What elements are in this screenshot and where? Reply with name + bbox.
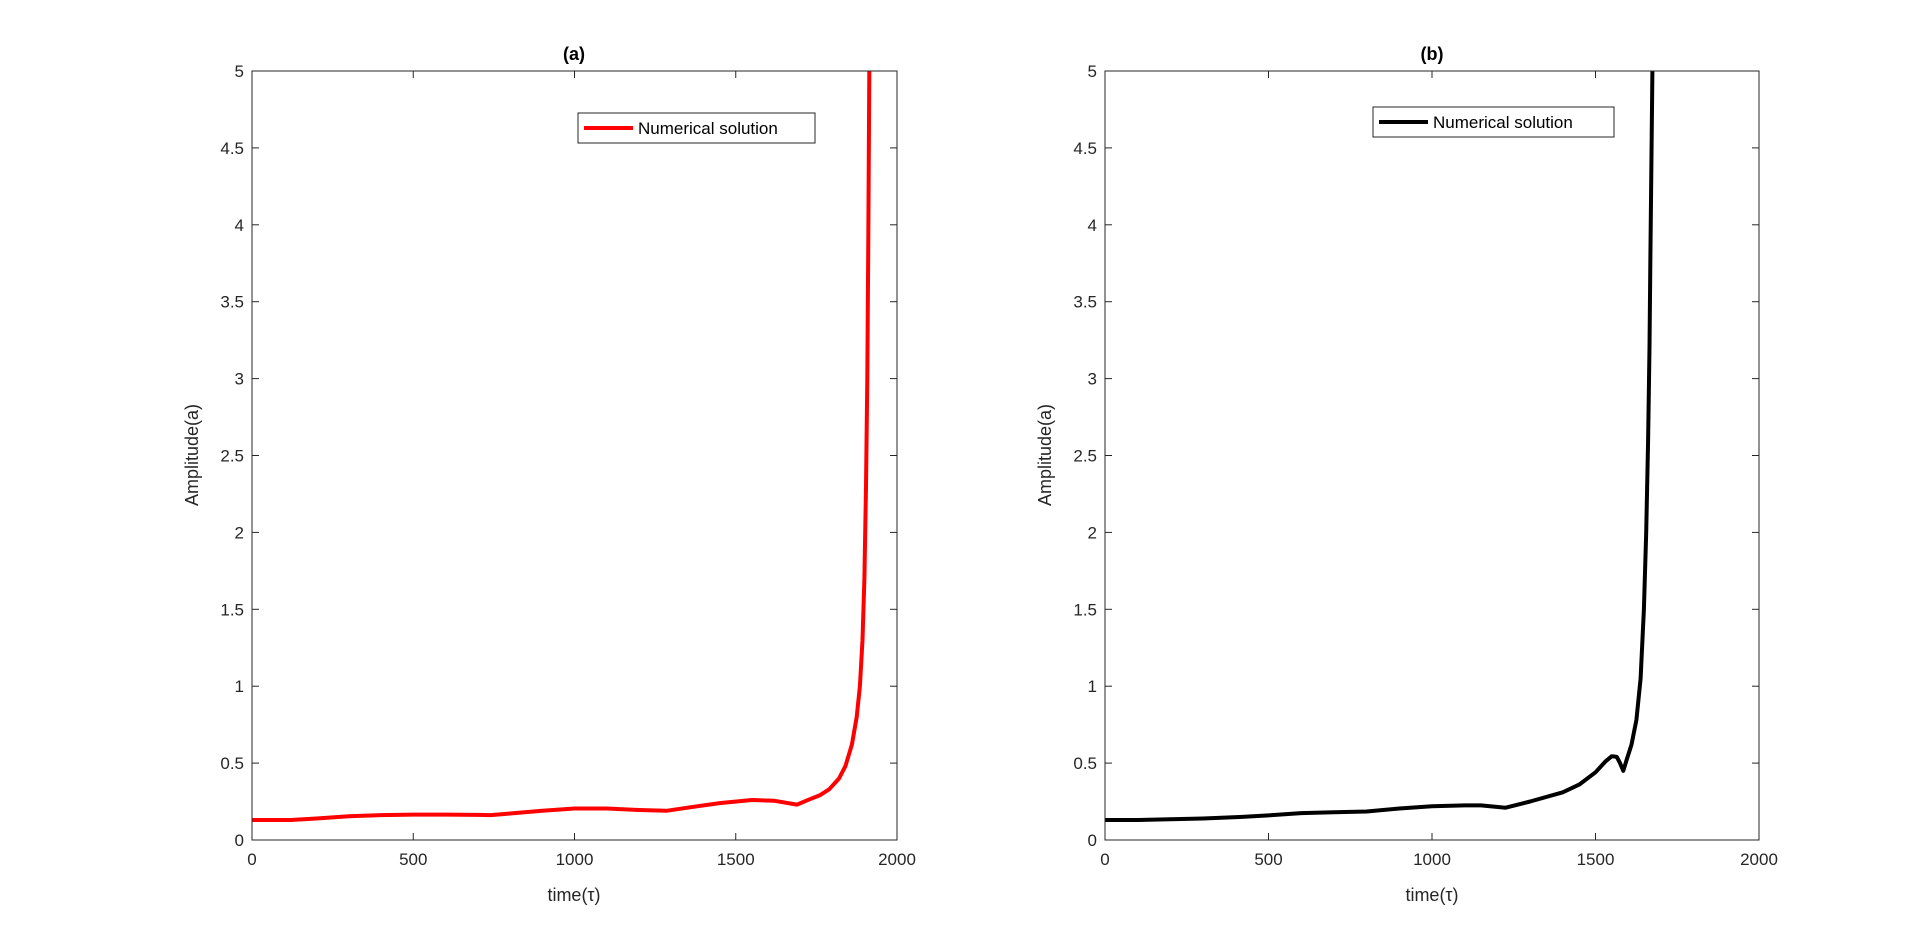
y-tick-label-a-9: 4.5 <box>220 139 244 158</box>
legend-a: Numerical solution <box>577 112 816 144</box>
plot-area-b: 0 500 1000 1500 2000 0 0.5 1 1.5 2 2.5 3 3.5 4 4.5 5 <box>1073 62 1778 869</box>
y-tick-label-b-3: 1.5 <box>1073 600 1097 619</box>
y-tick-label-b-8: 4 <box>1088 216 1097 235</box>
chart-title-a: (a) <box>563 44 585 64</box>
x-axis-label-b: time(τ) <box>1405 885 1458 905</box>
y-tick-label-b-7: 3.5 <box>1073 293 1097 312</box>
y-tick-label-a-4: 2 <box>235 523 244 542</box>
y-tick-label-a-10: 5 <box>235 62 244 81</box>
x-tick-label-a-1: 500 <box>399 850 427 869</box>
legend-b: Numerical solution <box>1372 106 1615 138</box>
y-tick-label-b-2: 1 <box>1088 677 1097 696</box>
y-tick-label-b-1: 0.5 <box>1073 754 1097 773</box>
x-tick-label-b-2: 1000 <box>1413 850 1451 869</box>
chart-panel-b: 0 500 1000 1500 2000 0 0.5 1 1.5 2 2.5 3 3.5 4 4.5 5 (b… <box>1035 44 1778 905</box>
y-tick-label-a-0: 0 <box>235 831 244 850</box>
plot-area-a: 0 500 1000 1500 2000 0 0.5 1 1.5 2 2.5 3 3.5 4 4.5 5 <box>220 62 916 869</box>
y-tick-label-a-1: 0.5 <box>220 754 244 773</box>
x-tick-label-b-1: 500 <box>1254 850 1282 869</box>
legend-label-a: Numerical solution <box>638 119 778 138</box>
x-axis-label-a: time(τ) <box>547 885 600 905</box>
y-tick-label-a-2: 1 <box>235 677 244 696</box>
y-tick-label-b-6: 3 <box>1088 370 1097 389</box>
chart-panel-a: 0 500 1000 1500 2000 0 0.5 1 1.5 2 2.5 3 3.5 4 4.5 5 (a… <box>182 44 916 905</box>
axes-box-a <box>251 70 898 841</box>
series-line-a-0 <box>252 71 872 822</box>
x-tick-label-a-4: 2000 <box>878 850 916 869</box>
x-tick-label-b-3: 1500 <box>1577 850 1615 869</box>
x-tick-label-a-0: 0 <box>247 850 256 869</box>
y-tick-label-a-3: 1.5 <box>220 600 244 619</box>
y-tick-label-a-7: 3.5 <box>220 293 244 312</box>
axes-box-b <box>1104 70 1760 841</box>
x-tick-label-b-0: 0 <box>1100 850 1109 869</box>
y-tick-label-b-4: 2 <box>1088 523 1097 542</box>
y-tick-label-b-9: 4.5 <box>1073 139 1097 158</box>
y-tick-label-b-5: 2.5 <box>1073 447 1097 466</box>
y-tick-label-a-6: 3 <box>235 370 244 389</box>
x-tick-label-a-2: 1000 <box>556 850 594 869</box>
y-tick-label-a-5: 2.5 <box>220 447 244 466</box>
y-axis-label-b: Amplitude(a) <box>1035 404 1055 506</box>
y-axis-label-a: Amplitude(a) <box>182 404 202 506</box>
x-tick-label-a-3: 1500 <box>717 850 755 869</box>
series-line-b-0 <box>1105 71 1655 822</box>
y-tick-label-a-8: 4 <box>235 216 244 235</box>
y-tick-label-b-10: 5 <box>1088 62 1097 81</box>
y-tick-label-b-0: 0 <box>1088 831 1097 850</box>
chart-title-b: (b) <box>1421 44 1444 64</box>
legend-label-b: Numerical solution <box>1433 113 1573 132</box>
x-tick-label-b-4: 2000 <box>1740 850 1778 869</box>
